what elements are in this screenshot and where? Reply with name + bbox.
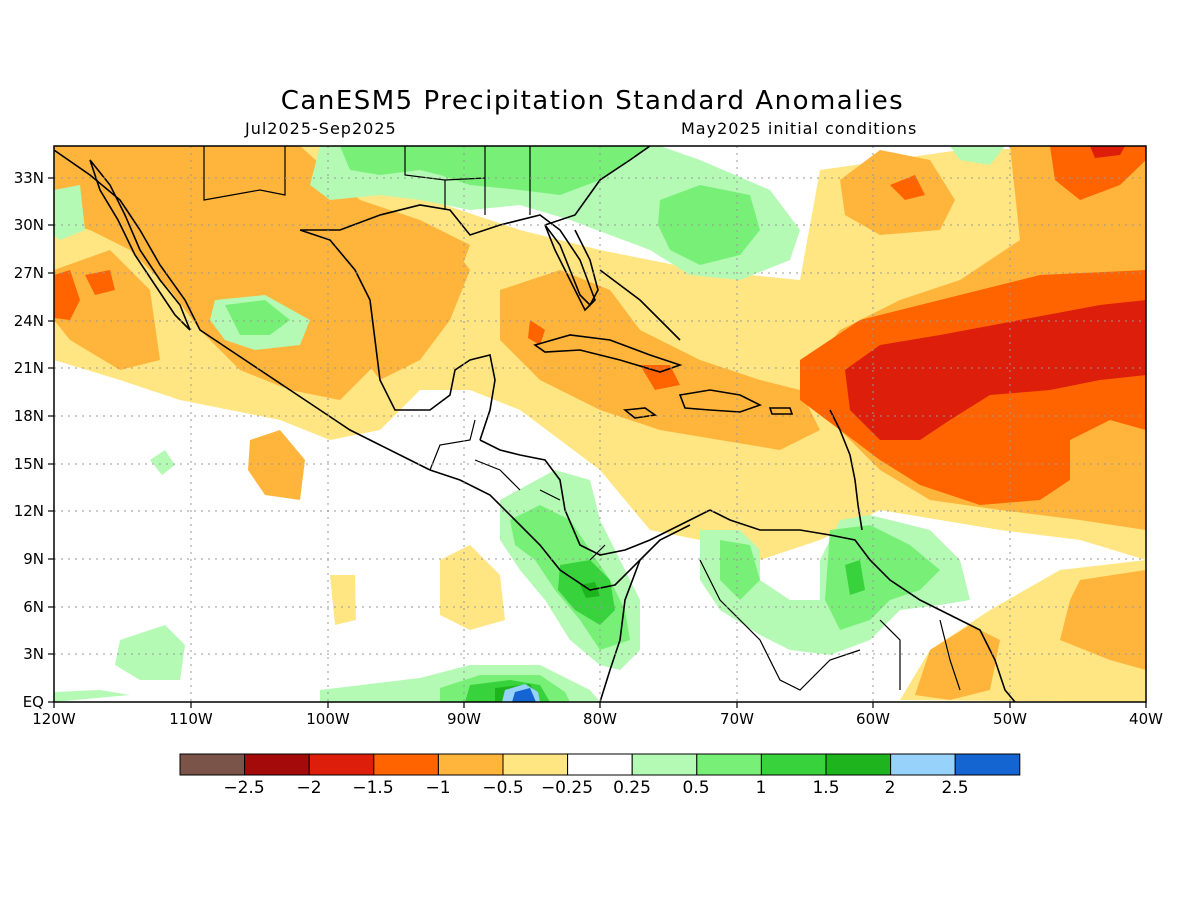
north-america-pacific-coast xyxy=(54,149,431,471)
colorbar-swatch xyxy=(631,753,698,776)
florida xyxy=(544,224,599,307)
puerto-rico xyxy=(768,407,794,415)
colorbar-label: −0.25 xyxy=(541,778,593,798)
colorbar-swatch xyxy=(890,753,956,776)
baja-california xyxy=(89,159,191,331)
map-title: CanESM5 Precipitation Standard Anomalies xyxy=(280,86,905,116)
axis-ticks xyxy=(48,177,1147,708)
colorbar-swatch xyxy=(954,753,1021,776)
lat-label: 30N xyxy=(14,216,44,234)
colorbar-swatch xyxy=(502,753,569,776)
colombia-venezuela-border xyxy=(699,559,861,691)
colorbar-labels: −2.5 −2 −1.5 −1 −0.5 −0.25 0.25 0.5 1 1.… xyxy=(223,778,968,798)
colorbar-label: 2 xyxy=(885,778,896,798)
colorbar-swatch xyxy=(760,753,827,776)
guiana-borders xyxy=(879,619,961,691)
initial-conditions-label: May2025 initial conditions xyxy=(681,119,918,138)
colorbar-label: 2.5 xyxy=(941,778,968,798)
us-gulf-coast xyxy=(300,204,596,312)
guatemala-mexico-border xyxy=(429,419,476,471)
south-america-north-coast xyxy=(709,509,1016,702)
central-america-caribbean xyxy=(479,439,711,556)
colorbar-label: −2.5 xyxy=(223,778,264,798)
colorbar-swatch xyxy=(567,753,633,776)
latitude-labels: EQ 3N 6N 9N 12N 15N 18N 21N 24N 27N 30N … xyxy=(14,169,44,711)
longitude-labels: 120W 110W 100W 90W 80W 70W 60W 50W 40W xyxy=(32,710,1163,728)
central-america-borders xyxy=(474,459,606,561)
lat-label: 18N xyxy=(14,407,44,425)
central-america-pacific xyxy=(429,469,691,591)
gulf-of-mexico-coast xyxy=(299,229,496,441)
colorbar-label: −2 xyxy=(296,778,321,798)
gridlines xyxy=(54,146,1146,702)
lon-label: 50W xyxy=(993,710,1027,728)
hispaniola xyxy=(678,389,763,413)
colorbar-swatch xyxy=(244,753,310,776)
coastlines xyxy=(54,146,1016,702)
lat-label: EQ xyxy=(23,693,44,711)
valid-period: Jul2025-Sep2025 xyxy=(245,119,397,138)
anomaly-fields xyxy=(54,146,1146,702)
anomaly-level-pos-2.5 xyxy=(512,688,536,702)
colorbar-label: 1 xyxy=(756,778,767,798)
south-america-pacific xyxy=(599,559,641,702)
lon-label: 60W xyxy=(856,710,890,728)
lat-label: 27N xyxy=(14,264,44,282)
us-mexico-border xyxy=(203,146,286,201)
lon-label: 40W xyxy=(1129,710,1163,728)
lat-label: 24N xyxy=(14,312,44,330)
lat-label: 15N xyxy=(14,455,44,473)
colorbar-swatch xyxy=(179,753,246,776)
jamaica xyxy=(622,407,658,419)
lat-label: 3N xyxy=(23,645,44,663)
bahamas xyxy=(599,269,681,341)
colorbar-swatch xyxy=(308,753,375,776)
lat-label: 12N xyxy=(14,502,44,520)
lat-label: 33N xyxy=(14,169,44,187)
colorbar-label: −1.5 xyxy=(352,778,393,798)
lon-label: 80W xyxy=(583,710,617,728)
lesser-antilles xyxy=(829,409,863,531)
colorbar-swatch xyxy=(825,753,892,776)
lat-label: 9N xyxy=(23,550,44,568)
lon-label: 90W xyxy=(447,710,481,728)
colorbar-label: −1 xyxy=(425,778,450,798)
lon-label: 110W xyxy=(169,710,213,728)
colorbar-swatch xyxy=(373,753,439,776)
lon-label: 100W xyxy=(306,710,350,728)
colorbar-swatch xyxy=(696,753,762,776)
lat-label: 21N xyxy=(14,359,44,377)
lon-label: 70W xyxy=(720,710,754,728)
us-atlantic-coast xyxy=(544,146,651,226)
lat-label: 6N xyxy=(23,598,44,616)
colorbar-label: 0.5 xyxy=(682,778,709,798)
colorbar-label: −0.5 xyxy=(482,778,523,798)
colorbar-label: 1.5 xyxy=(812,778,839,798)
colorbar xyxy=(179,753,1021,776)
colorbar-label: 0.25 xyxy=(613,778,651,798)
colorbar-swatch xyxy=(437,753,504,776)
lon-label: 120W xyxy=(32,710,76,728)
anomaly-level-neg-1.5 xyxy=(845,146,1146,440)
